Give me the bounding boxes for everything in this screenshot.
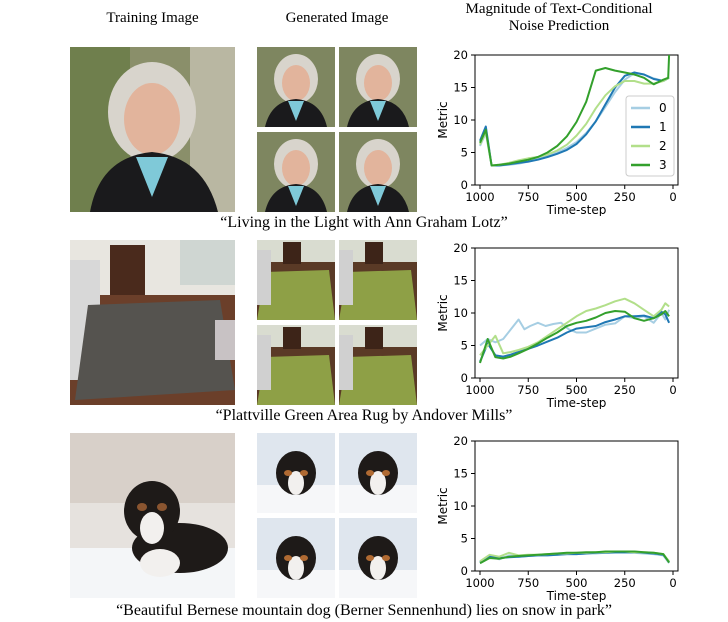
- y-tick-label: 15: [453, 274, 468, 288]
- series-line-3: [479, 550, 670, 565]
- x-tick-label: 750: [517, 576, 539, 590]
- legend-box: [625, 95, 675, 177]
- y-tick-label: 15: [453, 467, 468, 481]
- magnitude-header-line2: Noise Prediction: [508, 18, 610, 34]
- y-tick-label: 10: [453, 113, 468, 127]
- series-line-3: [479, 54, 671, 167]
- y-tick-label: 20: [453, 434, 468, 448]
- x-tick-label: 500: [566, 576, 588, 590]
- x-tick-label: 1000: [465, 383, 494, 397]
- x-axis-label: Time-step: [546, 396, 607, 409]
- caption-1: “Living in the Light with Ann Graham Lot…: [220, 214, 508, 231]
- y-axis-label: Metric: [436, 294, 450, 331]
- chart-1-svg: 0 5 10 15 20 1000 750 500 250 0 Time-step Metric 0 1 2…: [436, 48, 679, 217]
- y-tick-label: 20: [453, 48, 468, 62]
- y-tick-label: 5: [461, 532, 468, 546]
- chart-1: 0 5 10 15 20 1000 750 500 250 0 Time-step Metric 0 1 2…: [430, 44, 728, 217]
- x-axis-label: Time-step: [546, 589, 607, 602]
- x-tick-label: 1000: [465, 190, 494, 204]
- y-tick-label: 5: [461, 146, 468, 160]
- x-tick-label: 750: [517, 190, 539, 204]
- y-tick-label: 5: [461, 339, 468, 353]
- x-axis-label: Time-step: [546, 203, 607, 216]
- training-image-header: Training Image: [106, 10, 199, 26]
- x-tick-label: 1000: [465, 576, 494, 590]
- magnitude-header: Magnitude of Text-Conditional Noise Pred…: [430, 1, 688, 35]
- x-tick-label: 250: [614, 190, 636, 204]
- legend-label-2: 2: [659, 139, 667, 153]
- generated-images-dog: [257, 433, 417, 598]
- chart-3-svg: 0 5 10 15 20 1000 750 500 250 0 Time-step Metric: [436, 434, 679, 603]
- y-tick-label: 20: [453, 241, 468, 255]
- chart-2-svg: 0 5 10 15 20 1000 750 500 250 0 Time-step Metric: [436, 241, 679, 410]
- y-tick-label: 0: [461, 371, 468, 385]
- series-line-2: [479, 297, 670, 356]
- x-tick-label: 250: [614, 576, 636, 590]
- chart-2: 0 5 10 15 20 1000 750 500 250 0 Time-step Metric: [430, 237, 728, 410]
- legend-label-3: 3: [659, 158, 667, 172]
- generated-images-rug: [257, 240, 417, 405]
- caption-2: “Plattville Green Area Rug by Andover Mi…: [215, 407, 513, 424]
- series-line-3: [479, 310, 670, 364]
- y-axis-label: Metric: [436, 101, 450, 138]
- training-image-rug: [70, 240, 235, 405]
- y-tick-label: 10: [453, 306, 468, 320]
- x-tick-label: 0: [669, 383, 676, 397]
- chart-3: 0 5 10 15 20 1000 750 500 250 0 Time-step Metric: [430, 430, 728, 603]
- legend-label-1: 1: [659, 120, 667, 134]
- y-tick-label: 0: [461, 564, 468, 578]
- x-tick-label: 500: [566, 383, 588, 397]
- caption-3: “Beautiful Bernese mountain dog (Berner …: [116, 602, 612, 619]
- x-tick-label: 500: [566, 190, 588, 204]
- y-tick-label: 10: [453, 499, 468, 513]
- training-image-portrait: [70, 47, 235, 212]
- y-tick-label: 15: [453, 81, 468, 95]
- y-axis-label: Metric: [436, 487, 450, 524]
- x-tick-label: 750: [517, 383, 539, 397]
- training-image-dog: [70, 433, 235, 598]
- magnitude-header-line1: Magnitude of Text-Conditional: [465, 1, 653, 17]
- x-tick-label: 0: [669, 576, 676, 590]
- series-line-1: [479, 310, 671, 363]
- generated-images-portrait: [257, 47, 417, 212]
- generated-image-header: Generated Image: [285, 10, 389, 26]
- legend-label-0: 0: [659, 101, 667, 115]
- x-tick-label: 0: [669, 190, 676, 204]
- y-tick-label: 0: [461, 178, 468, 192]
- x-tick-label: 250: [614, 383, 636, 397]
